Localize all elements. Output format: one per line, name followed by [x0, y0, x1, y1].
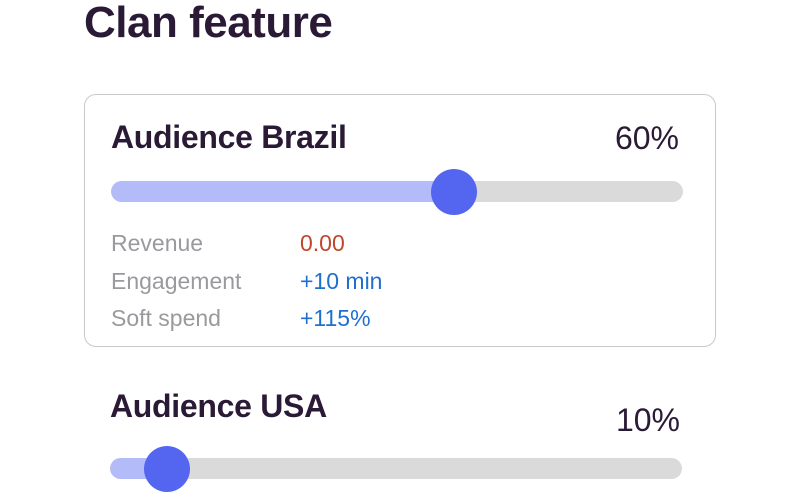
metric-value: +10 min	[300, 267, 383, 294]
metric-soft-spend: Soft spend +115%	[111, 300, 382, 338]
slider-track[interactable]	[111, 181, 683, 202]
audience-card-usa: Audience USA 10%	[84, 370, 716, 500]
metric-label: Revenue	[111, 230, 204, 257]
slider-track[interactable]	[110, 458, 682, 479]
metric-value: 0.00	[300, 230, 345, 257]
audience-percent: 60%	[614, 120, 679, 156]
metric-label: Soft spend	[111, 305, 221, 332]
audience-percent: 10%	[615, 402, 680, 438]
audience-title: Audience USA	[110, 388, 327, 424]
audience-slider[interactable]	[111, 168, 683, 215]
metric-label: Engagement	[111, 267, 242, 294]
audience-card-brazil: Audience Brazil 60% Revenue 0.00 Engagem…	[84, 94, 716, 347]
slider-thumb[interactable]	[431, 168, 478, 215]
audience-title: Audience Brazil	[111, 119, 347, 155]
page-title: Clan feature	[84, 0, 333, 47]
audience-slider[interactable]	[110, 445, 682, 492]
metrics-list: Revenue 0.00 Engagement +10 min Soft spe…	[111, 225, 382, 338]
metric-engagement: Engagement +10 min	[111, 263, 382, 301]
slider-fill	[111, 181, 455, 202]
metric-revenue: Revenue 0.00	[111, 225, 382, 263]
metric-value: +115%	[300, 305, 371, 332]
slider-thumb[interactable]	[144, 445, 191, 492]
